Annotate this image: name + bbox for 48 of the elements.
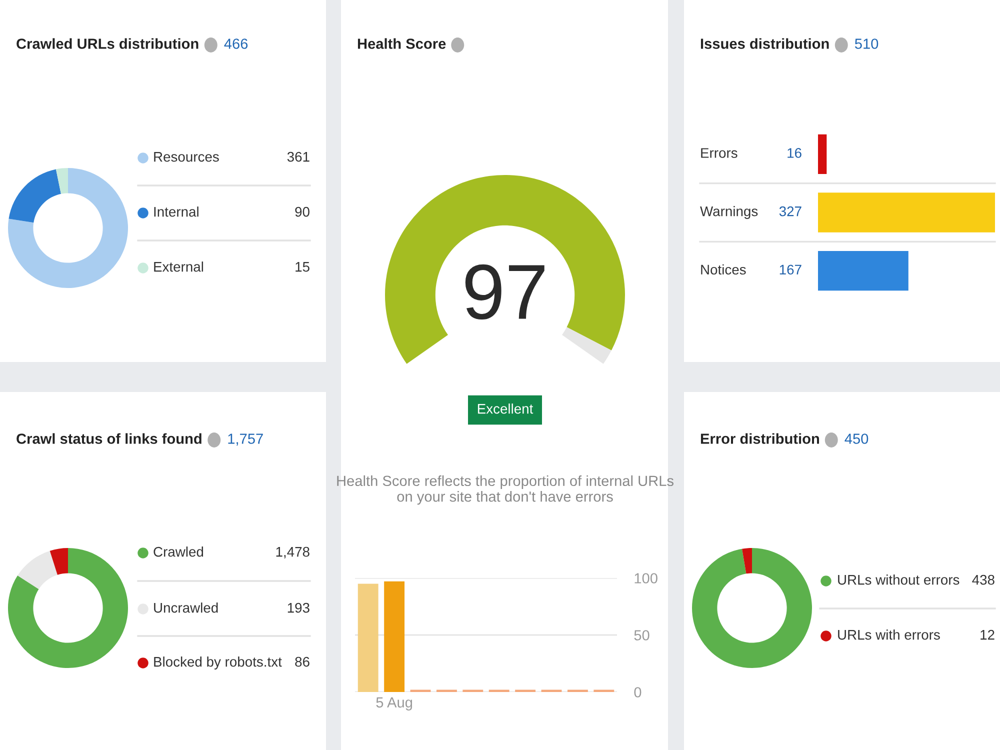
data-label: 90 xyxy=(295,206,310,217)
text: 97 xyxy=(465,264,544,320)
data-label: 327 xyxy=(779,206,802,216)
chart-title: Crawled URLs distribution xyxy=(16,38,198,49)
legend-label: URLs without errors xyxy=(838,574,960,585)
donut-slice xyxy=(8,548,128,668)
donut-slice xyxy=(18,550,58,590)
data-label: 15 xyxy=(296,262,310,272)
data-label: 16 xyxy=(788,148,802,158)
y-tick-label: Errors xyxy=(701,148,738,158)
data-label: 1,478 xyxy=(276,546,310,558)
chart-title: Issues distribution xyxy=(700,38,829,49)
data-label: 167 xyxy=(780,264,802,275)
bar xyxy=(384,581,405,692)
donut-slice xyxy=(8,169,62,223)
data-label: 438 xyxy=(972,574,994,585)
chart-title: Error distribution xyxy=(700,433,820,444)
legend-label: External xyxy=(154,262,204,272)
chart-subtitle: 450 xyxy=(844,434,868,444)
legend-label: URLs with errors xyxy=(838,630,940,640)
bar xyxy=(358,584,378,692)
text: Excellent xyxy=(478,404,534,414)
y-tick-label: 100 xyxy=(634,573,658,584)
legend-label: Blocked by robots.txt xyxy=(154,656,282,670)
data-label: 86 xyxy=(295,656,310,667)
chart-title: Health Score xyxy=(358,38,446,49)
y-tick-label: Notices xyxy=(701,264,746,275)
donut-slice xyxy=(692,548,812,668)
donut-slice xyxy=(50,548,68,575)
legend-label: Crawled xyxy=(154,546,204,557)
legend-label: Uncrawled xyxy=(154,602,218,613)
y-tick-label: Warnings xyxy=(700,206,758,219)
donut-slice xyxy=(56,168,68,194)
chart-title: Crawl status of links found xyxy=(16,433,202,444)
chart-subtitle: 1,757 xyxy=(228,434,263,446)
legend-label: Resources xyxy=(154,152,219,162)
text: Health Score reflects the proportion of internal URLs on your site that don't have errors xyxy=(337,475,674,505)
chart-subtitle: 510 xyxy=(854,38,878,49)
data-label: 12 xyxy=(980,630,994,640)
legend-label: Internal xyxy=(154,206,198,217)
donut-slice xyxy=(742,548,752,574)
data-label: 193 xyxy=(288,602,310,613)
data-label: 361 xyxy=(287,152,310,162)
y-tick-label: 0 xyxy=(634,687,642,698)
y-tick-label: 50 xyxy=(634,630,650,640)
donut-slice xyxy=(8,168,128,288)
chart-subtitle: 466 xyxy=(224,38,248,49)
x-tick-label: 5 Aug xyxy=(376,697,412,710)
